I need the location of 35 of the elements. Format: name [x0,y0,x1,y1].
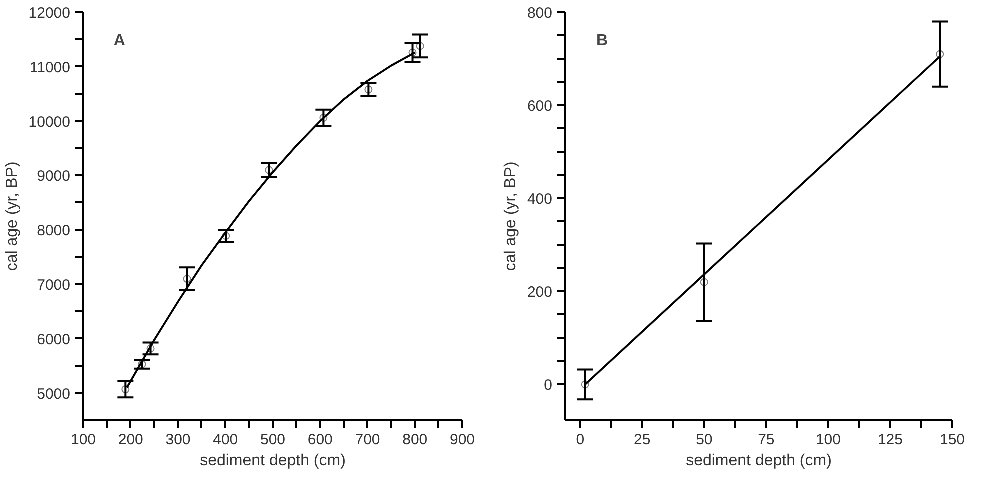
y-axis-title: cal age (yr, BP) [502,162,520,272]
y-tick-label: 6000 [37,331,71,348]
x-tick-label: 100 [70,432,96,448]
x-tick-label: 75 [758,432,775,448]
text: B [596,32,608,50]
x-tick-label: 100 [816,432,841,448]
y-tick-label: 5000 [37,386,71,403]
y-axis-title: cal age (yr, BP) [4,162,21,272]
x-tick-label: 150 [940,432,966,448]
x-tick-label: 600 [308,432,333,448]
y-tick-label: 8000 [37,222,71,240]
x-tick-label: 300 [166,432,191,448]
y-tick-label: 800 [527,5,553,22]
x-tick-label: 50 [696,432,713,448]
x-tick-label: 800 [402,432,428,448]
y-tick-label: 400 [527,191,553,208]
y-tick-label: 9000 [37,168,71,186]
y-tick-label: 600 [527,98,553,116]
y-tick-label: 0 [544,377,552,394]
x-axis-title: sediment depth (cm) [686,452,832,470]
y-tick-label: 11000 [30,59,71,76]
text: A [114,32,126,50]
x-tick-label: 25 [634,432,651,448]
y-tick-label: 10000 [28,114,71,131]
x-tick-label: 0 [576,432,585,448]
x-axis-title: sediment depth (cm) [200,452,346,470]
y-tick-label: 200 [527,284,553,302]
y-tick-label: 12000 [28,5,71,22]
x-tick-label: 900 [450,432,476,448]
x-tick-label: 700 [355,432,380,448]
y-tick-label: 7000 [37,277,71,294]
x-tick-label: 500 [260,432,286,448]
x-tick-label: 400 [213,432,238,448]
x-tick-label: 200 [118,432,144,448]
x-tick-label: 125 [878,432,903,448]
